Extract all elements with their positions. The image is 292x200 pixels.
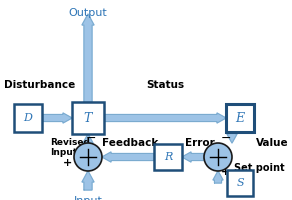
Text: Status: Status	[146, 80, 184, 90]
Text: −: −	[221, 132, 232, 145]
Text: +: +	[221, 167, 230, 177]
Text: Disturbance: Disturbance	[4, 80, 75, 90]
Text: S: S	[236, 178, 244, 188]
Text: Feedback: Feedback	[102, 138, 158, 148]
Text: E: E	[235, 112, 245, 124]
Text: Value: Value	[256, 138, 288, 148]
FancyBboxPatch shape	[226, 104, 254, 132]
Text: Input: Input	[74, 196, 102, 200]
Text: D: D	[24, 113, 32, 123]
Polygon shape	[83, 134, 93, 143]
Text: Set point: Set point	[234, 163, 285, 173]
Text: −: −	[86, 132, 96, 145]
Text: Output: Output	[69, 8, 107, 18]
Polygon shape	[227, 132, 237, 143]
Polygon shape	[82, 14, 94, 102]
Polygon shape	[42, 113, 72, 123]
Text: R: R	[164, 152, 172, 162]
Polygon shape	[104, 113, 226, 123]
Circle shape	[74, 143, 102, 171]
Text: Revised
Input: Revised Input	[50, 138, 90, 157]
Polygon shape	[182, 152, 204, 162]
FancyBboxPatch shape	[14, 104, 42, 132]
Text: +: +	[63, 158, 72, 168]
Polygon shape	[82, 171, 94, 190]
Text: T: T	[84, 112, 92, 124]
Polygon shape	[213, 171, 223, 183]
Text: Error: Error	[185, 138, 215, 148]
Circle shape	[204, 143, 232, 171]
Polygon shape	[102, 152, 154, 162]
FancyBboxPatch shape	[227, 170, 253, 196]
FancyBboxPatch shape	[72, 102, 104, 134]
FancyBboxPatch shape	[154, 144, 182, 170]
